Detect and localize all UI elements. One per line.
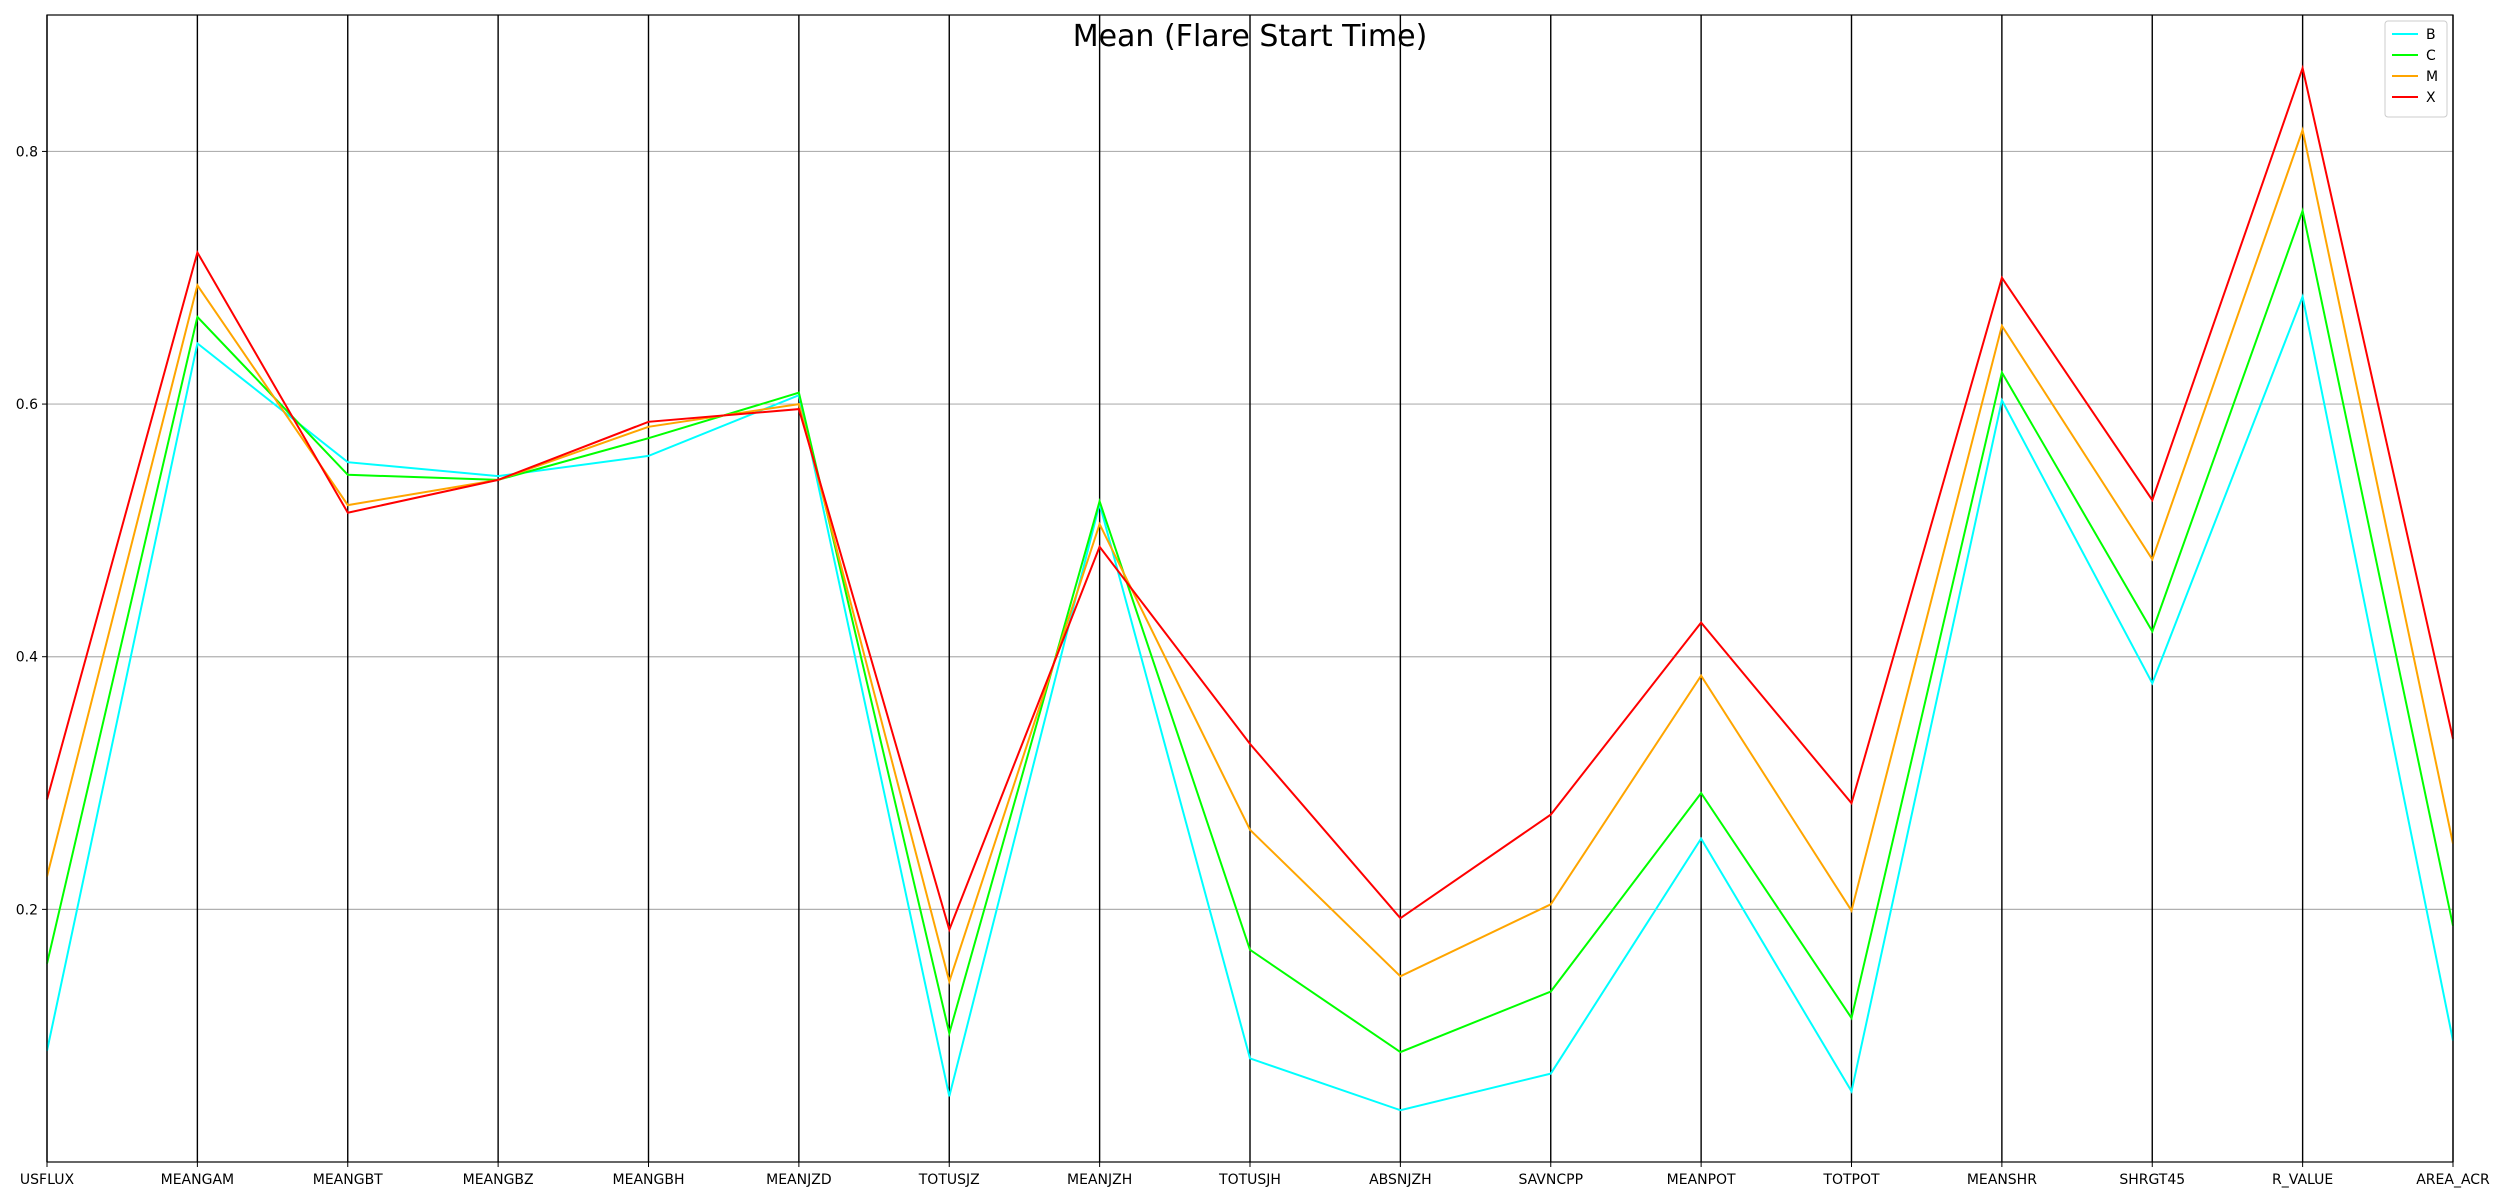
category-label-shrgt45: SHRGT45	[2119, 1172, 2185, 1188]
category-label-meangbh: MEANGBH	[613, 1172, 685, 1188]
legend-label-m: M	[2426, 69, 2438, 85]
category-label-meangbt: MEANGBT	[313, 1172, 383, 1188]
category-label-meangam: MEANGAM	[161, 1172, 234, 1188]
category-label-totpot: TOTPOT	[1822, 1172, 1880, 1188]
category-label-totusjh: TOTUSJH	[1218, 1172, 1281, 1188]
category-label-area_acr: AREA_ACR	[2416, 1172, 2490, 1188]
category-label-layer: USFLUX MEANGAM MEANGBT MEANGBZ MEANGBH MEANJZ…	[20, 1162, 2490, 1188]
y-tick-label: 0.4	[16, 650, 38, 666]
category-label-usflux: USFLUX	[20, 1172, 75, 1188]
y-tick-layer: 0.2 0.4 0.6 0.8	[16, 144, 47, 918]
category-label-meanshr: MEANSHR	[1967, 1172, 2037, 1188]
chart-title: Mean (Flare Start Time)	[1073, 19, 1428, 54]
series-line-x	[46, 64, 2454, 933]
category-axes-layer	[46, 15, 2454, 1162]
legend-label-x: X	[2426, 90, 2436, 106]
y-tick-label: 0.6	[16, 397, 38, 413]
legend-label-c: C	[2426, 48, 2436, 64]
series-line-m	[46, 126, 2454, 985]
category-label-absnjzh: ABSNJZH	[1369, 1172, 1432, 1188]
category-label-r_value: R_VALUE	[2272, 1172, 2333, 1188]
series-line-c	[46, 207, 2454, 1054]
category-label-meanjzd: MEANJZD	[766, 1172, 831, 1188]
legend-frame	[2384, 20, 2448, 118]
category-label-totusjz: TOTUSJZ	[918, 1172, 980, 1188]
y-tick-label: 0.2	[16, 902, 38, 918]
y-tick-label: 0.8	[16, 144, 38, 160]
category-label-meangbz: MEANGBZ	[463, 1172, 534, 1188]
category-label-meanpot: MEANPOT	[1667, 1172, 1736, 1188]
legend-label-b: B	[2426, 27, 2436, 43]
series-line-b	[46, 293, 2454, 1112]
category-label-savncpp: SAVNCPP	[1518, 1172, 1583, 1188]
category-label-meanjzh: MEANJZH	[1067, 1172, 1132, 1188]
series-layer	[46, 64, 2454, 1112]
